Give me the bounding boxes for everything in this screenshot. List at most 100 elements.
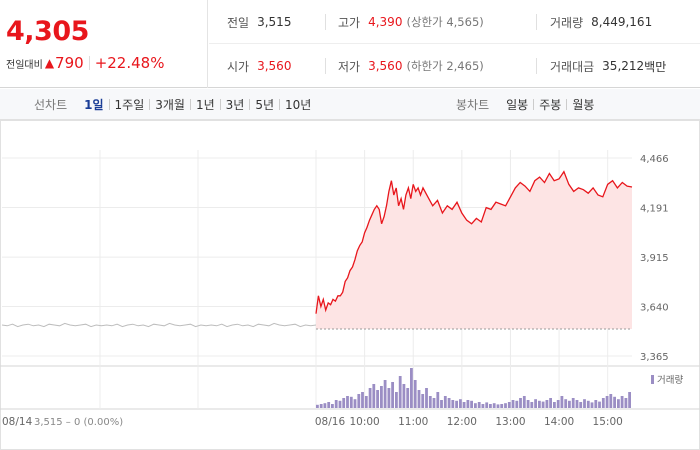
volume-bar <box>338 400 342 408</box>
change-percent: +22.48% <box>94 54 165 72</box>
volume-bar <box>500 404 504 408</box>
stat-label: 고가 <box>338 15 361 30</box>
time-axis-tick: 15:00 <box>593 416 623 428</box>
stat-value: 3,560 <box>368 59 403 73</box>
period-tab[interactable]: 1년 <box>195 98 215 112</box>
volume-bar <box>410 368 413 408</box>
toolbar-separator <box>566 99 568 110</box>
volume-bar <box>398 376 402 408</box>
time-axis-tick: 12:00 <box>447 416 477 428</box>
candle-tab[interactable]: 주봉 <box>539 98 562 112</box>
stat-volume: 거래량 8,449,161 <box>550 0 652 44</box>
volume-bar <box>406 388 410 408</box>
volume-bar <box>620 396 624 408</box>
volume-bar <box>364 396 368 408</box>
price-axis-tick: 4,191 <box>640 203 669 214</box>
time-axis-tick: 11:00 <box>398 416 428 428</box>
volume-bar <box>586 400 590 408</box>
stat-unit: 백만 <box>644 59 667 74</box>
volume-bar <box>541 401 545 408</box>
current-price: 4,305 <box>6 16 89 47</box>
volume-bar <box>391 382 394 408</box>
volume-bar <box>383 380 387 408</box>
toolbar-separator <box>108 99 110 110</box>
stock-stats: 전일 3,515 고가 4,390 (상한가 4,565) 거래량 8,449,… <box>209 0 700 88</box>
volume-bar <box>361 392 364 408</box>
volume-bar <box>368 388 372 408</box>
volume-bar <box>376 390 379 408</box>
toolbar-separator <box>249 99 251 110</box>
volume-bar <box>553 402 556 408</box>
volume-bar <box>331 404 334 408</box>
volume-bar <box>564 399 568 408</box>
change-label: 전일대비 <box>6 59 43 71</box>
volume-bar <box>440 400 443 408</box>
candle-chart-options: 봉차트 일봉 주봉 월봉 <box>456 89 599 120</box>
up-triangle-icon: ▲ <box>44 56 55 70</box>
volume-bar <box>432 398 436 408</box>
volume-bar <box>327 402 331 408</box>
volume-bar <box>522 396 526 408</box>
change-divider <box>88 56 90 70</box>
volume-bar <box>560 396 564 408</box>
price-axis-tick: 3,640 <box>640 303 669 314</box>
stat-label: 저가 <box>338 59 361 74</box>
volume-bar <box>455 400 458 408</box>
volume-bar <box>575 400 579 408</box>
volume-bar <box>470 400 473 408</box>
price-line <box>315 170 633 314</box>
time-axis-tick: 14:00 <box>544 416 574 428</box>
volume-bar <box>492 403 496 408</box>
volume-bar <box>556 400 560 408</box>
volume-bar <box>534 399 537 408</box>
stat-divider <box>325 14 326 30</box>
time-axis-tick: 08/16 <box>315 416 346 428</box>
volume-bar <box>545 400 549 408</box>
candle-tab[interactable]: 일봉 <box>506 98 529 112</box>
period-tab[interactable]: 1일 <box>84 98 104 112</box>
volume-bar <box>504 403 507 408</box>
stat-high: 고가 4,390 (상한가 4,565) <box>338 0 484 44</box>
period-tab[interactable]: 3년 <box>225 98 245 112</box>
price-axis-tick: 3,915 <box>640 253 669 264</box>
period-tab[interactable]: 1주일 <box>114 98 145 112</box>
stat-sub: (하한가 2,465) <box>406 59 484 73</box>
volume-bar <box>613 396 616 408</box>
volume-bar <box>319 404 323 408</box>
prev-day-line <box>1 322 317 328</box>
toolbar-separator <box>149 99 151 110</box>
stat-sub: (상한가 4,565) <box>406 15 484 29</box>
chart-toolbar: 선차트 1일 1주일 3개월 1년 3년 5년 10년 봉차트 일봉 주봉 월봉 <box>0 89 700 120</box>
volume-bar <box>609 394 613 408</box>
price-chart-area: 4,466 4,191 3,915 3,640 3,365 거래량 08/14 3,515 –… <box>0 120 700 450</box>
volume-bar <box>489 404 492 408</box>
prev-day-summary: 3,515 – 0 (0.00%) <box>34 417 123 428</box>
stat-value: 3,560 <box>257 59 292 73</box>
stat-divider <box>325 58 326 74</box>
stock-summary-panel: 4,305 전일대비 ▲ 790 +22.48% 전일 3,515 고가 4,3… <box>0 0 700 88</box>
period-tab[interactable]: 3개월 <box>155 98 185 112</box>
volume-legend-label: 거래량 <box>657 374 683 386</box>
period-tab[interactable]: 5년 <box>255 98 275 112</box>
price-area-fill <box>316 171 632 329</box>
volume-bar <box>568 400 571 408</box>
volume-bar <box>530 402 534 408</box>
volume-bar <box>601 398 605 408</box>
change-amount: 790 <box>55 54 84 72</box>
candle-tab[interactable]: 월봉 <box>572 98 595 112</box>
volume-bar <box>474 403 477 408</box>
line-chart-periods: 선차트 1일 1주일 3개월 1년 3년 5년 10년 <box>34 89 316 120</box>
volume-bar <box>357 394 361 408</box>
volume-bar <box>594 400 598 408</box>
time-axis-tick: 08/14 <box>2 416 33 428</box>
volume-bar <box>334 400 338 408</box>
period-tab[interactable]: 10년 <box>285 98 312 112</box>
stat-value: 3,515 <box>257 15 292 29</box>
price-chart: 4,466 4,191 3,915 3,640 3,365 거래량 08/14 3,515 –… <box>0 120 700 450</box>
stat-divider <box>536 14 537 30</box>
volume-bar <box>349 396 353 408</box>
stat-divider <box>536 58 537 74</box>
volume-bar <box>583 399 586 408</box>
volume-bar <box>402 384 406 408</box>
volume-bar <box>436 392 440 408</box>
